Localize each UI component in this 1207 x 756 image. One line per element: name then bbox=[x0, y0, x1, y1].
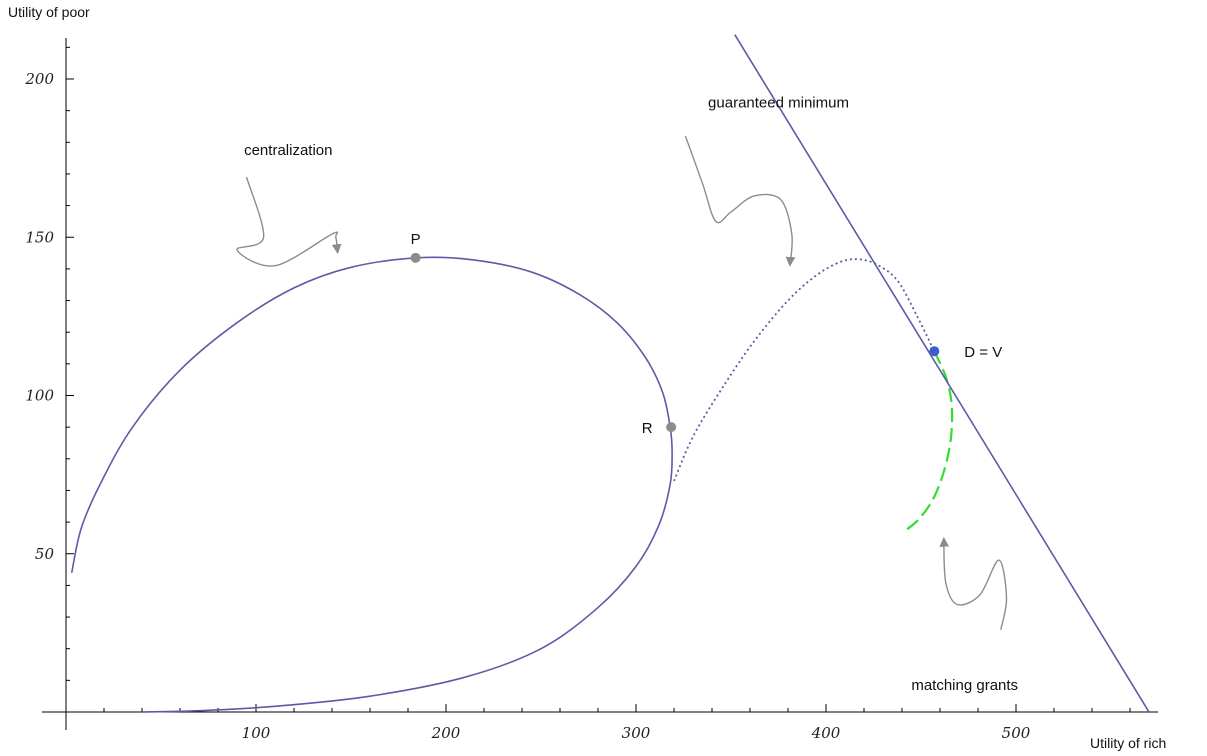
series-budget-line bbox=[734, 34, 1150, 713]
point-P bbox=[410, 252, 421, 263]
axes: 100 200 300 400 500 50 100 150 200 bbox=[24, 38, 1158, 742]
series-guaranteed-minimum bbox=[673, 258, 936, 482]
y-tick-label: 150 bbox=[25, 228, 54, 246]
series-layer bbox=[70, 34, 1150, 713]
x-tick-label: 100 bbox=[242, 724, 271, 742]
y-tick-label: 50 bbox=[35, 545, 55, 563]
point-label-R: R bbox=[642, 420, 653, 437]
y-tick-label: 100 bbox=[25, 387, 54, 405]
y-axis-label: Utility of poor bbox=[8, 4, 90, 20]
series-matching-grants bbox=[903, 350, 954, 533]
x-tick-label: 300 bbox=[622, 724, 651, 742]
annotation-layer: centralization guaranteed minimum matching… bbox=[236, 94, 1018, 694]
arrow-matching-grants bbox=[939, 536, 1008, 630]
x-axis-label: Utility of rich bbox=[1090, 735, 1166, 751]
annotation-guaranteed-minimum: guaranteed minimum bbox=[708, 94, 849, 111]
point-D bbox=[929, 346, 940, 357]
arrow-guaranteed-minimum bbox=[684, 135, 796, 267]
point-label-D: D = V bbox=[964, 344, 1002, 361]
x-tick-label: 200 bbox=[431, 724, 461, 742]
points-layer: P R D = V bbox=[411, 231, 1003, 437]
point-R bbox=[666, 422, 677, 433]
arrow-centralization bbox=[236, 176, 342, 267]
y-tick-label: 200 bbox=[24, 70, 54, 88]
annotation-centralization: centralization bbox=[244, 142, 332, 159]
x-tick-label: 400 bbox=[811, 724, 841, 742]
series-centralization bbox=[70, 256, 673, 713]
point-label-P: P bbox=[411, 231, 421, 248]
x-tick-label: 500 bbox=[1002, 724, 1031, 742]
annotation-matching-grants: matching grants bbox=[911, 677, 1018, 694]
